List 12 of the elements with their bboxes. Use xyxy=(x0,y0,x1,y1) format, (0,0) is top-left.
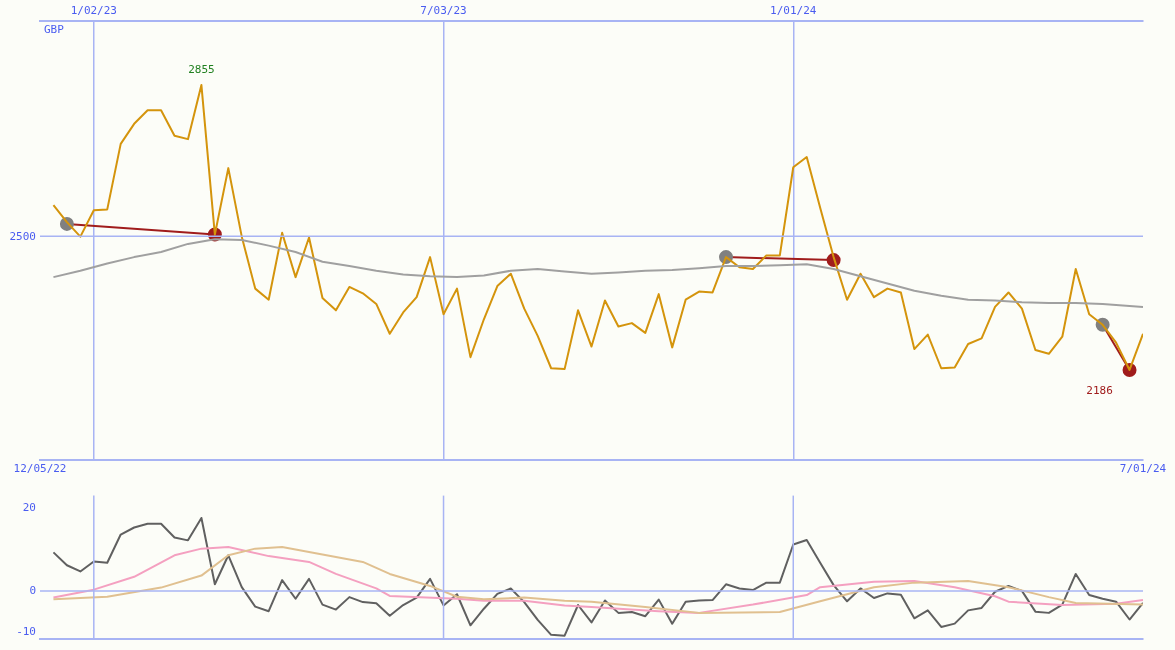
y-tick-label: 20 xyxy=(22,500,36,514)
x-tick-label: 12/05/22 xyxy=(13,462,67,476)
y-tick-label: 0 xyxy=(29,583,36,597)
x-tick-label: 7/01/24 xyxy=(1119,462,1167,476)
x2-tick-label: 1/01/24 xyxy=(770,4,817,18)
data-label: 2855 xyxy=(188,63,215,77)
ref-line-label: 2500 xyxy=(9,230,36,244)
x2-tick-label: 7/03/23 xyxy=(420,4,467,18)
y-axis-title: GBP xyxy=(44,23,65,37)
y-tick-label: -10 xyxy=(16,625,36,639)
data-label: 2186 xyxy=(1086,383,1113,397)
x2-tick-label: 1/02/23 xyxy=(70,4,117,18)
